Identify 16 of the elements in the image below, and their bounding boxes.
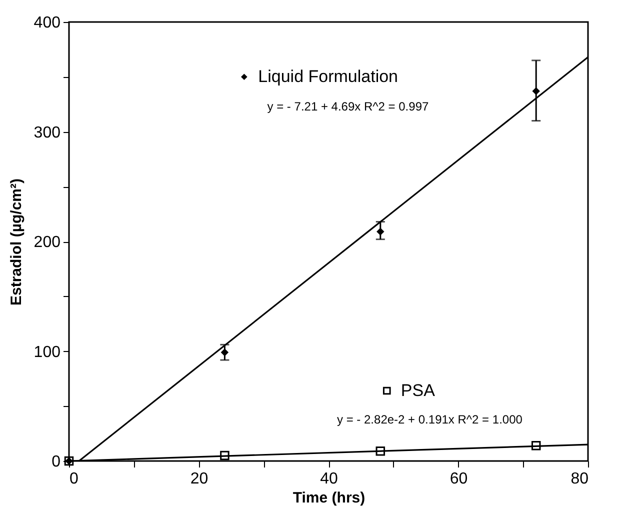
legend-label: Liquid Formulation [258, 66, 398, 86]
x-tick-label: 20 [190, 470, 208, 488]
x-tick-label: 40 [320, 470, 338, 488]
annotation: y = - 2.82e-2 + 0.191x R^2 = 1.000 [336, 412, 523, 426]
x-tick-label: 60 [450, 470, 468, 488]
y-tick-label: 200 [34, 234, 61, 251]
annotation: y = - 7.21 + 4.69x R^2 = 0.997 [267, 100, 429, 114]
x-tick-label: 0 [70, 470, 78, 488]
y-tick-label: 300 [34, 124, 61, 142]
y-tick-label: 0 [52, 454, 61, 470]
y-tick-label: 400 [34, 14, 61, 32]
y-tick-label: 100 [34, 344, 61, 361]
x-axis-title: Time (hrs) [292, 490, 366, 506]
x-tick-label: 80 [570, 470, 589, 488]
legend-label: PSA [400, 380, 436, 400]
y-axis-title: Estradiol (µg/cm²) [8, 178, 25, 306]
